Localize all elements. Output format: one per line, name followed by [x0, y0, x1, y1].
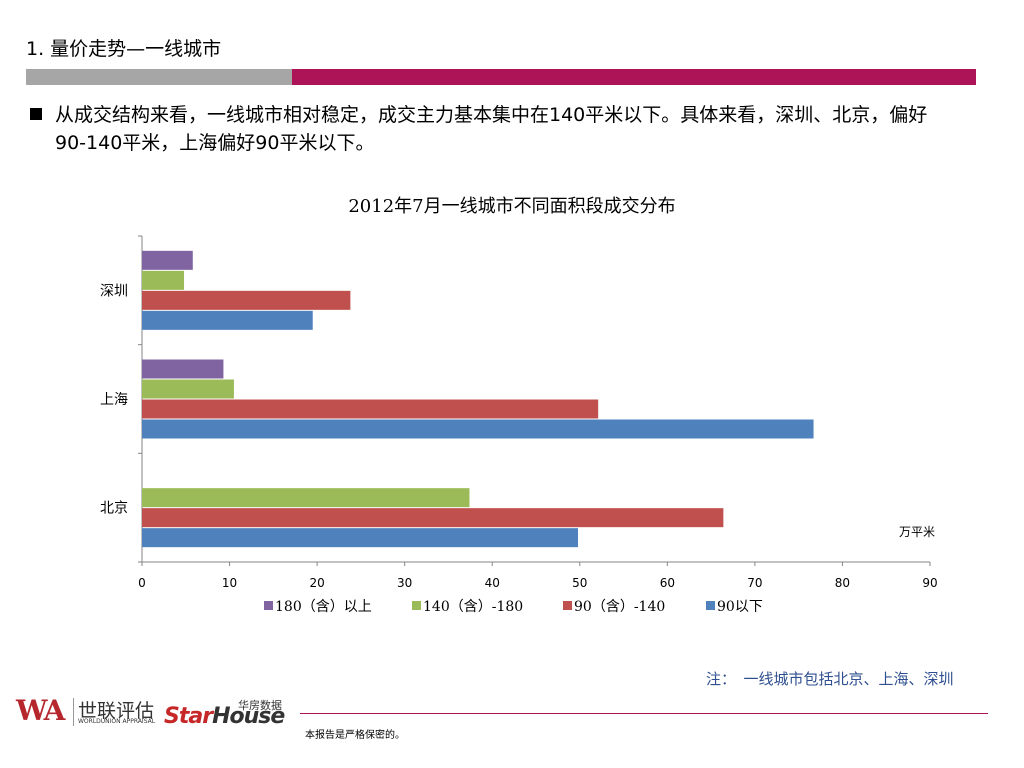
starhouse-logo: StarHouse: [164, 704, 285, 729]
bar: [142, 290, 351, 310]
x-tick-label: 10: [222, 576, 237, 590]
bar-chart: 北京 上海 深圳 0 10 20 30 40 50 60 70 80 90 万平米 180（含）以上 140（…: [100, 235, 938, 615]
x-tick-label: 50: [572, 576, 587, 590]
x-tick-label: 80: [835, 576, 850, 590]
worldunion-logo-text: 世联评估: [78, 700, 155, 722]
bar: [142, 270, 185, 290]
bar: [142, 488, 470, 508]
x-tick-label: 0: [138, 576, 146, 590]
bar: [142, 379, 234, 399]
y-tick-label: 上海: [100, 392, 128, 408]
starhouse-logo-house: House: [212, 704, 285, 729]
bullet-square-icon: [30, 108, 42, 120]
confidential-notice: 本报告是严格保密的。: [305, 730, 405, 741]
worldunion-logo-mark: WA: [16, 694, 65, 727]
bullet-text: 从成交结构来看，一线城市相对稳定，成交主力基本集中在140平米以下。具体来看，深…: [55, 104, 928, 154]
x-tick-label: 90: [922, 576, 937, 590]
footnote: 注： 一线城市包括北京、上海、深圳: [706, 670, 954, 688]
legend-label: 90（含）-140: [574, 599, 665, 615]
y-tick-label: 深圳: [100, 283, 128, 299]
starhouse-logo-star: Star: [164, 704, 213, 729]
x-tick-label: 40: [485, 576, 500, 590]
x-tick-label: 70: [747, 576, 762, 590]
unit-label: 万平米: [899, 525, 935, 539]
bar: [142, 250, 193, 270]
bar: [142, 528, 579, 548]
footer-divider: [300, 713, 988, 714]
bar: [142, 310, 313, 330]
header-divider-gray: [26, 69, 292, 85]
bar: [142, 508, 724, 528]
x-tick-label: 30: [397, 576, 412, 590]
starhouse-logo-cn: 华房数据: [238, 699, 282, 712]
legend-label: 140（含）-180: [423, 599, 523, 615]
header-divider-red: [292, 69, 976, 85]
legend-swatch: [412, 601, 421, 610]
y-tick-label: 北京: [100, 501, 128, 517]
slide-title: 1. 量价走势—一线城市: [26, 38, 222, 60]
worldunion-logo-subtext: WORLDUNION APPRAISAL: [78, 718, 156, 725]
x-tick-label: 20: [309, 576, 324, 590]
bar: [142, 359, 224, 379]
bar: [142, 419, 814, 439]
chart-title: 2012年7月一线城市不同面积段成交分布: [348, 196, 676, 217]
legend-swatch: [264, 601, 273, 610]
logo-separator: [73, 698, 74, 726]
legend-swatch: [563, 601, 572, 610]
legend-label: 90以下: [717, 599, 763, 615]
bar: [142, 399, 599, 419]
legend-label: 180（含）以上: [275, 599, 372, 615]
x-tick-label: 60: [660, 576, 675, 590]
legend-swatch: [706, 601, 715, 610]
